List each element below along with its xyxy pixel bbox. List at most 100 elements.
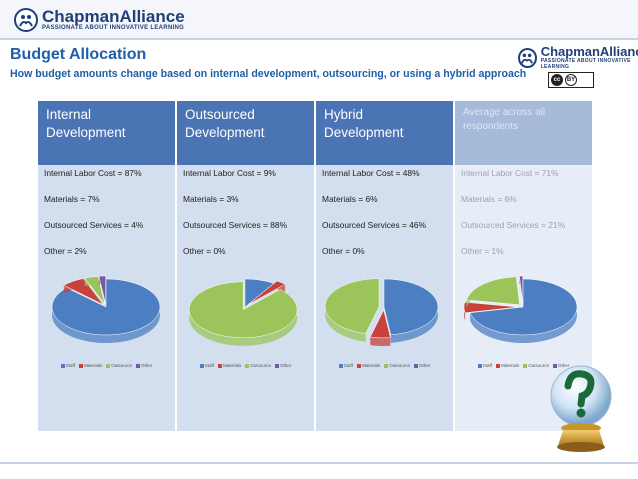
legend-swatch <box>135 363 140 368</box>
legend-swatch <box>356 363 361 368</box>
pie-slice <box>63 278 104 305</box>
cost-line: Outsourced Services = 4% <box>44 220 144 230</box>
pie-slice <box>247 280 286 305</box>
brand-name: ChapmanAlliance <box>42 7 185 26</box>
pie-slice <box>98 275 106 305</box>
pie-chart <box>188 278 298 346</box>
legend-label: Outsource <box>528 363 549 368</box>
legend-item: Staff <box>477 363 492 368</box>
legend-swatch <box>384 363 389 368</box>
legend-label: Other <box>418 363 431 368</box>
pie-legend: Staff Materials Outsource Other <box>316 363 453 368</box>
budget-table: Internal Development Internal Labor Cost … <box>38 101 592 431</box>
legend-item: Outsource <box>384 363 410 368</box>
column-header: Outsourced Development <box>177 101 314 165</box>
legend-swatch <box>78 363 83 368</box>
legend-label: Other <box>140 363 153 368</box>
cost-line: Materials = 6% <box>461 194 517 204</box>
legend-label: Outsource <box>389 363 410 368</box>
pie-slice <box>466 276 520 306</box>
brand-logo-icon <box>14 8 38 32</box>
pie-legend: Staff Materials Outsource Other <box>177 363 314 368</box>
cost-line: Other = 1% <box>461 246 504 256</box>
pie-slice <box>463 301 519 314</box>
cost-line: Materials = 6% <box>322 194 378 204</box>
legend-item: Outsource <box>245 363 271 368</box>
legend-label: Other <box>557 363 570 368</box>
cost-line: Other = 0% <box>322 246 365 256</box>
corner-logo: ChapmanAlliance PASSIONATE ABOUT INNOVAT… <box>518 45 638 70</box>
legend-swatch <box>552 363 557 368</box>
header-band <box>0 0 638 38</box>
column-1: Outsourced Development Internal Labor Cos… <box>177 101 314 431</box>
legend-label: Other <box>279 363 292 368</box>
footer-rule <box>0 462 638 464</box>
legend-item: Materials <box>495 363 520 368</box>
legend-item: Staff <box>60 363 75 368</box>
column-header: Hybrid Development <box>316 101 453 165</box>
legend-item: Outsource <box>106 363 132 368</box>
cost-line: Other = 0% <box>183 246 226 256</box>
cost-line: Materials = 3% <box>183 194 239 204</box>
legend-swatch <box>274 363 279 368</box>
pie-slice-side <box>370 337 391 346</box>
pie-slice <box>519 275 524 305</box>
legend-swatch <box>477 363 482 368</box>
slide-subtitle: How budget amounts change based on inter… <box>10 68 527 80</box>
cost-line: Outsourced Services = 88% <box>183 220 288 230</box>
legend-label: Outsource <box>250 363 271 368</box>
legend-swatch <box>338 363 343 368</box>
cost-line: Outsourced Services = 46% <box>322 220 427 230</box>
legend-swatch <box>199 363 204 368</box>
legend-swatch <box>245 363 250 368</box>
pie-slice <box>51 278 161 336</box>
header-rule <box>0 38 638 40</box>
legend-label: Staff <box>482 363 492 368</box>
crystal-ball-icon <box>548 358 614 456</box>
corner-brand-tagline: PASSIONATE ABOUT INNOVATIVE LEARNING <box>540 58 631 70</box>
pie-chart <box>463 275 578 343</box>
legend-item: Materials <box>78 363 103 368</box>
legend-label: Staff <box>204 363 214 368</box>
brand-logo: ChapmanAlliance PASSIONATE ABOUT INNOVAT… <box>14 5 185 35</box>
pie-legend: Staff Materials Outsource Other <box>455 363 592 368</box>
legend-swatch <box>523 363 528 368</box>
cost-line: Materials = 7% <box>44 194 100 204</box>
legend-item: Outsource <box>523 363 549 368</box>
attribution-icon: BY <box>565 74 577 86</box>
pie-chart <box>324 278 439 346</box>
legend-label: Materials <box>83 363 103 368</box>
corner-brand-name: ChapmanAlliance <box>540 44 638 59</box>
legend-item: Other <box>552 363 570 368</box>
cost-line: Internal Labor Cost = 71% <box>461 168 559 178</box>
column-header: Average across all respondents <box>455 101 592 165</box>
legend-item: Materials <box>217 363 241 368</box>
legend-item: Materials <box>356 363 381 368</box>
column-2: Hybrid Development Internal Labor Cost = … <box>316 101 453 431</box>
pie-slice <box>383 278 439 336</box>
pie-slice <box>324 278 380 335</box>
legend-swatch <box>413 363 418 368</box>
legend-label: Staff <box>343 363 353 368</box>
column-0: Internal Development Internal Labor Cost … <box>38 101 175 431</box>
cost-line: Internal Labor Cost = 48% <box>322 168 420 178</box>
corner-logo-icon <box>518 47 537 68</box>
column-header: Internal Development <box>38 101 175 165</box>
legend-label: Outsource <box>111 363 132 368</box>
legend-swatch <box>60 363 65 368</box>
brand-tagline: PASSIONATE ABOUT INNOVATIVE LEARNING <box>42 25 185 31</box>
pie-slice <box>84 276 105 305</box>
column-3: Average across all respondents Internal L… <box>455 101 592 431</box>
legend-swatch <box>106 363 111 368</box>
cost-line: Other = 2% <box>44 246 87 256</box>
pie-slice <box>369 309 391 339</box>
cost-line: Outsourced Services = 21% <box>461 220 566 230</box>
legend-item: Staff <box>338 363 353 368</box>
legend-item: Other <box>413 363 431 368</box>
legend-label: Materials <box>500 363 520 368</box>
legend-label: Materials <box>361 363 381 368</box>
creative-commons-badge: cc BY <box>548 72 594 88</box>
pie-slice <box>188 281 298 339</box>
pie-legend: Staff Materials Outsource Other <box>38 363 175 368</box>
pie-chart <box>51 275 161 343</box>
